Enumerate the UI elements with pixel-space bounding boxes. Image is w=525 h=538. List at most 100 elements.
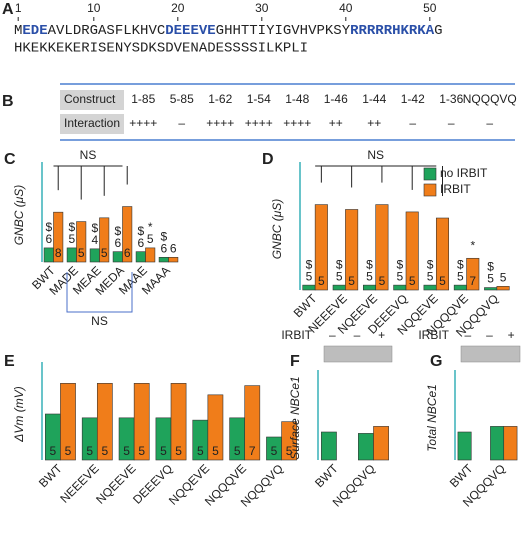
sample-size: 5	[396, 269, 403, 283]
irbit-state: –	[354, 328, 361, 342]
sample-size: 5	[487, 272, 494, 286]
sample-size: 6	[45, 232, 52, 246]
sample-size: 5	[439, 274, 446, 288]
x-tick-label: NQEEVE	[93, 461, 138, 506]
ruler-number: 40	[339, 1, 353, 15]
panel-letter: F	[290, 353, 300, 370]
table-cell: 1-36	[439, 92, 463, 106]
table-cell: ++	[367, 116, 381, 130]
panel-letter: C	[4, 151, 16, 168]
bar	[207, 394, 224, 461]
sequence-segment: GHHTTIYIGVHVPKSY	[216, 23, 351, 39]
bracket	[66, 272, 133, 313]
table-cell: –	[178, 116, 185, 130]
table-cell: 1-62	[208, 92, 232, 106]
x-tick-label: BWT	[447, 461, 476, 490]
table-cell: 5-85	[170, 92, 194, 106]
bar	[66, 247, 77, 263]
sample-size: 5	[366, 269, 373, 283]
sample-size: 5	[65, 444, 72, 458]
significance-marker: $	[366, 257, 373, 271]
table-cell: –	[486, 116, 493, 130]
significance-marker: $	[137, 224, 144, 238]
x-tick-label: BWT	[36, 461, 65, 490]
bracket-label: NS	[80, 148, 97, 162]
sample-size: 5	[306, 269, 313, 283]
irbit-label: IRBIT	[418, 328, 449, 342]
significance-marker: $	[427, 257, 434, 271]
blot-image	[323, 345, 393, 363]
sequence: MEDEAVLDRGASFLKHVCDEEEVEGHHTTIYIGVHVPKSY…	[14, 23, 443, 39]
significance-marker: $	[68, 220, 75, 234]
sample-size: 8	[55, 246, 62, 260]
table-cell: ++	[329, 116, 343, 130]
sequence-segment: AVLDRGASFLKHVC	[48, 23, 166, 39]
sequence-segment: EDE	[22, 23, 47, 39]
sample-size: 6	[137, 236, 144, 250]
sample-size: 5	[68, 232, 75, 246]
sequence-segment: M	[14, 23, 22, 39]
bar	[393, 284, 407, 291]
table-cell: Construct	[64, 92, 116, 106]
sample-size: 6	[124, 246, 131, 260]
sequence: HKEKKEKERISENYSDKSDVENADESSSSILKPLI	[14, 41, 308, 57]
sample-size: 5	[86, 444, 93, 458]
significance-marker: $	[336, 257, 343, 271]
ruler-number: 10	[87, 1, 101, 15]
legend-label: IRBIT	[440, 182, 471, 196]
bar	[423, 284, 437, 291]
sample-size: 5	[101, 246, 108, 260]
legend-label: no IRBIT	[440, 166, 488, 180]
irbit-state: –	[329, 328, 336, 342]
sample-size: 5	[409, 274, 416, 288]
table-cell: 1-48	[285, 92, 309, 106]
irbit-state: –	[464, 328, 471, 342]
bar	[373, 426, 389, 461]
bar	[496, 286, 510, 291]
significance-marker: $	[306, 257, 313, 271]
table-cell: ++++	[245, 116, 273, 130]
sample-size: 5	[348, 274, 355, 288]
bar	[405, 211, 419, 291]
header-cell	[60, 114, 124, 134]
bar	[145, 247, 156, 263]
significance-marker: $	[457, 257, 464, 271]
sample-size: 5	[78, 246, 85, 260]
bar	[484, 287, 498, 291]
y-axis-label: Total NBCe1	[425, 384, 439, 452]
bar	[453, 284, 467, 291]
table-cell: 1-54	[247, 92, 271, 106]
bar	[135, 251, 146, 263]
sample-size: 5	[457, 269, 464, 283]
bar	[375, 204, 389, 291]
sample-size: 6	[170, 241, 177, 255]
bar	[457, 431, 472, 461]
bar	[332, 284, 346, 291]
blot-image	[460, 345, 521, 363]
bracket-label: NS	[91, 314, 108, 328]
ruler-number: 20	[171, 1, 185, 15]
bar	[466, 257, 480, 291]
table-cell: 1-44	[362, 92, 386, 106]
bar	[96, 383, 113, 461]
header-cell	[60, 90, 124, 110]
sample-size: 5	[123, 444, 130, 458]
significance-marker: $	[396, 257, 403, 271]
y-axis-label: GNBC (μS)	[12, 185, 26, 246]
bracket-label: NS	[367, 148, 384, 162]
table-cell: Interaction	[64, 116, 120, 130]
irbit-state: +	[378, 328, 385, 342]
legend-swatch	[423, 167, 437, 181]
table-cell: ++++	[283, 116, 311, 130]
significance-marker: *	[470, 238, 475, 252]
bar	[76, 221, 87, 263]
bar	[99, 217, 110, 263]
significance-marker: $	[45, 220, 52, 234]
significance-marker: *	[148, 220, 153, 234]
bar	[53, 211, 64, 263]
panel-letter: G	[430, 353, 442, 370]
sample-size: 5	[212, 444, 219, 458]
sample-size: 5	[138, 444, 145, 458]
irbit-label: IRBIT	[281, 328, 312, 342]
